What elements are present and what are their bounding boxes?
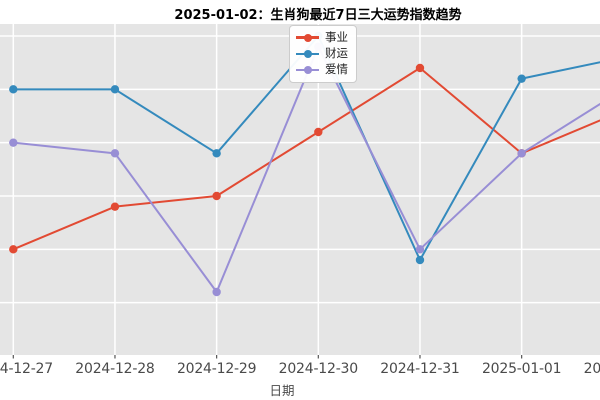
data-point bbox=[110, 149, 120, 158]
legend-label: 事业 bbox=[325, 30, 348, 44]
legend-label: 爱情 bbox=[325, 62, 348, 77]
data-point bbox=[9, 85, 18, 94]
legend-swatch bbox=[296, 33, 319, 42]
legend-item: 爱情 bbox=[296, 63, 348, 76]
legend-marker-icon bbox=[303, 49, 312, 58]
legend-item: 事业 bbox=[296, 30, 348, 44]
data-point bbox=[212, 149, 221, 158]
data-point bbox=[9, 138, 18, 147]
legend-marker-icon bbox=[303, 66, 312, 75]
data-point bbox=[314, 127, 323, 137]
data-point bbox=[110, 202, 120, 211]
data-point bbox=[9, 245, 18, 254]
data-point bbox=[415, 245, 425, 254]
data-point bbox=[212, 287, 221, 297]
data-point bbox=[517, 149, 526, 158]
data-point bbox=[110, 85, 120, 94]
x-axis-title: 日期 bbox=[269, 383, 295, 398]
chart-title: 2025-01-02：生肖狗最近7日三大运势指数趋势 bbox=[174, 8, 462, 23]
data-point bbox=[517, 74, 526, 83]
legend-swatch bbox=[296, 49, 319, 58]
data-point bbox=[212, 191, 221, 201]
data-point bbox=[415, 63, 425, 73]
legend-marker-icon bbox=[303, 33, 312, 42]
data-point bbox=[415, 255, 425, 265]
legend-swatch bbox=[296, 66, 319, 75]
legend: 事业 财运 爱情 bbox=[289, 25, 357, 83]
legend-item: 财运 bbox=[296, 46, 348, 61]
legend-label: 财运 bbox=[325, 46, 348, 61]
